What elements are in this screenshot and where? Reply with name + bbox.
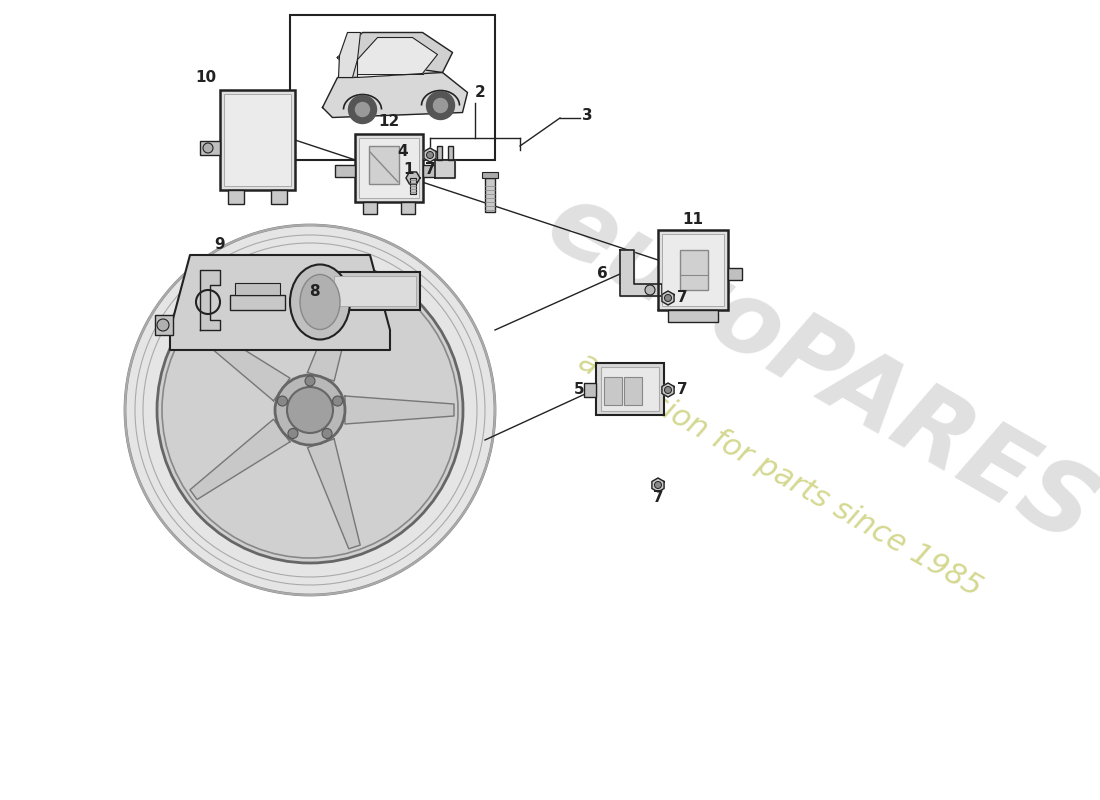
Polygon shape: [620, 250, 662, 296]
Polygon shape: [338, 33, 452, 78]
Circle shape: [322, 429, 332, 438]
Bar: [359, 138, 419, 198]
Circle shape: [305, 376, 315, 386]
Circle shape: [277, 396, 287, 406]
Polygon shape: [190, 419, 290, 499]
Polygon shape: [434, 160, 455, 178]
Text: a passion for parts since 1985: a passion for parts since 1985: [573, 347, 987, 603]
Text: 6: 6: [597, 266, 608, 281]
Text: 11: 11: [682, 212, 704, 227]
Bar: [437, 146, 442, 160]
Circle shape: [287, 387, 333, 433]
Circle shape: [355, 102, 370, 117]
Bar: [424, 165, 437, 177]
Bar: [584, 383, 596, 397]
Bar: [355, 134, 424, 202]
Bar: [368, 146, 399, 184]
Bar: [230, 295, 285, 310]
Circle shape: [645, 285, 654, 295]
Circle shape: [427, 91, 454, 119]
Polygon shape: [308, 271, 360, 381]
Text: 12: 12: [378, 114, 399, 129]
Text: 7: 7: [652, 490, 663, 506]
Circle shape: [204, 143, 213, 153]
Circle shape: [433, 98, 448, 113]
Bar: [728, 268, 743, 280]
Bar: [228, 190, 244, 204]
Bar: [336, 165, 355, 177]
Polygon shape: [339, 33, 361, 78]
Circle shape: [157, 319, 169, 331]
Bar: [402, 202, 415, 214]
Bar: [485, 178, 495, 212]
Circle shape: [349, 95, 376, 123]
Bar: [318, 284, 330, 300]
Ellipse shape: [300, 274, 340, 330]
Polygon shape: [652, 478, 664, 492]
Bar: [601, 367, 659, 411]
Ellipse shape: [290, 265, 350, 339]
Bar: [596, 363, 664, 415]
Polygon shape: [358, 38, 438, 78]
Bar: [155, 315, 173, 335]
Circle shape: [654, 482, 661, 489]
Polygon shape: [308, 439, 360, 549]
Circle shape: [275, 375, 345, 445]
Polygon shape: [345, 396, 454, 424]
Bar: [410, 178, 416, 194]
Circle shape: [288, 429, 298, 438]
Bar: [624, 377, 642, 405]
Bar: [330, 272, 420, 310]
Circle shape: [157, 257, 463, 563]
Text: 9: 9: [214, 237, 225, 252]
Text: 3: 3: [582, 109, 593, 123]
Bar: [662, 234, 724, 306]
Bar: [604, 377, 622, 405]
Bar: [224, 94, 292, 186]
Circle shape: [427, 151, 433, 158]
Text: 7: 7: [676, 382, 688, 398]
Bar: [482, 172, 498, 178]
Text: 1: 1: [404, 162, 414, 177]
Polygon shape: [200, 270, 220, 330]
Circle shape: [125, 225, 495, 595]
Text: 2: 2: [474, 85, 485, 100]
Polygon shape: [662, 383, 674, 397]
Text: 10: 10: [195, 70, 216, 85]
Bar: [290, 15, 495, 160]
Circle shape: [664, 294, 671, 302]
Polygon shape: [406, 172, 420, 184]
Circle shape: [664, 386, 671, 394]
Text: 8: 8: [309, 283, 320, 298]
Text: 7: 7: [676, 290, 688, 306]
Bar: [448, 146, 453, 160]
Polygon shape: [322, 58, 468, 118]
Text: 5: 5: [573, 382, 584, 397]
Bar: [334, 276, 416, 306]
Bar: [363, 202, 377, 214]
Text: euroPARES: euroPARES: [529, 174, 1100, 566]
Text: 7: 7: [425, 162, 436, 178]
Bar: [200, 141, 220, 155]
Polygon shape: [662, 291, 674, 305]
Polygon shape: [170, 255, 390, 350]
Bar: [658, 230, 728, 310]
Bar: [220, 90, 295, 190]
Polygon shape: [190, 321, 290, 401]
Polygon shape: [424, 148, 436, 162]
Bar: [235, 283, 280, 295]
Circle shape: [332, 396, 342, 406]
Bar: [680, 250, 708, 290]
Bar: [668, 310, 718, 322]
Text: 4: 4: [397, 143, 408, 158]
Bar: [271, 190, 287, 204]
